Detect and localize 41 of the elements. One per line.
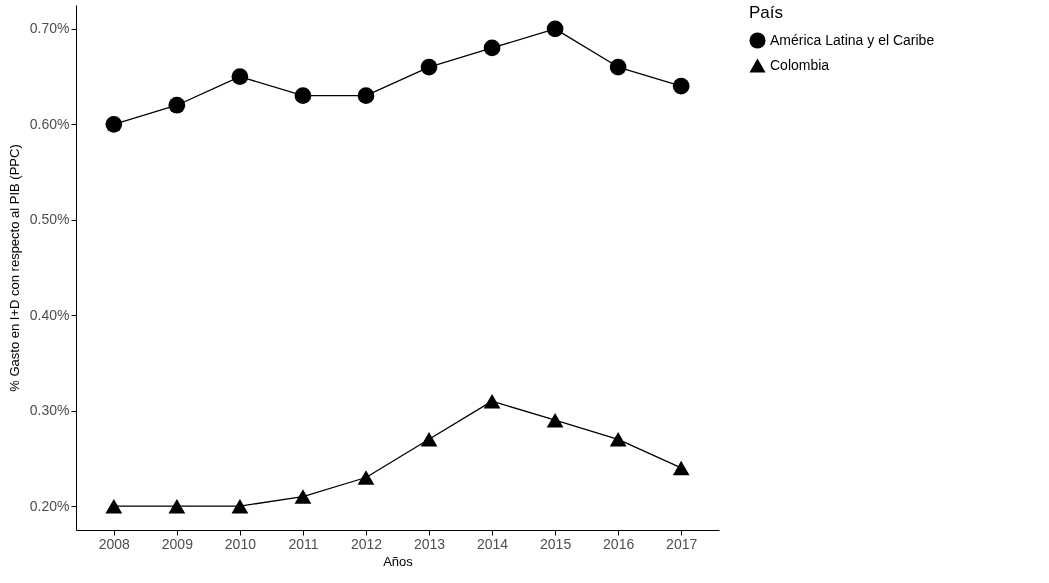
x-tick-label: 2016 [603, 535, 635, 552]
point [231, 498, 249, 514]
point [609, 432, 627, 447]
x-tick-label: 2010 [224, 535, 257, 552]
point [546, 20, 564, 38]
point [609, 58, 627, 76]
legend-label: América Latina y el Caribe [770, 31, 935, 48]
point [357, 87, 375, 105]
point [420, 58, 438, 76]
point [105, 498, 123, 514]
point [168, 96, 186, 114]
x-tick-label: 2011 [288, 535, 319, 552]
y-tick-label: 0.30% [29, 402, 70, 419]
x-tick-label: 2012 [350, 535, 383, 552]
point [105, 115, 123, 133]
point [672, 460, 690, 476]
x-tick-label: 2013 [413, 535, 446, 552]
x-tick-label: 2009 [161, 535, 194, 552]
point [420, 432, 438, 447]
y-tick-label: 0.60% [29, 115, 70, 132]
point [168, 498, 186, 514]
point [483, 39, 501, 57]
y-axis-title: % Gasto en I+D con respecto al PIB (PPC) [6, 144, 22, 392]
point [294, 489, 312, 504]
point [483, 393, 501, 409]
point [294, 87, 312, 105]
y-tick-label: 0.40% [29, 306, 70, 323]
y-tick-label: 0.20% [29, 497, 70, 514]
x-tick-label: 2017 [666, 535, 698, 552]
x-axis-title: Años [383, 553, 414, 569]
point [231, 68, 249, 85]
legend-label: Colombia [770, 56, 830, 73]
point [357, 470, 375, 485]
y-tick-label: 0.50% [29, 211, 70, 228]
x-tick-label: 2014 [476, 535, 509, 552]
point [672, 77, 690, 95]
x-tick-label: 2008 [98, 535, 131, 552]
point [546, 412, 564, 428]
x-tick-label: 2015 [540, 535, 572, 552]
y-tick-label: 0.70% [29, 20, 70, 37]
legend-title: País [749, 3, 784, 22]
